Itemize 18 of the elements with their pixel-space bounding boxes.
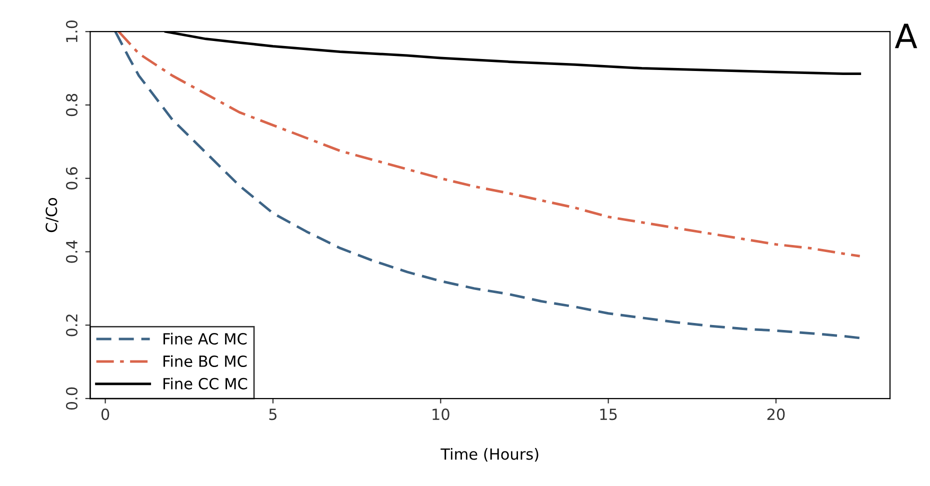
- legend-label: Fine CC MC: [164, 378, 248, 390]
- y-tick-label: 1.0: [66, 20, 78, 42]
- y-axis-title: C/Co: [46, 198, 58, 232]
- legend-label: Fine BC MC: [164, 355, 247, 368]
- line-series: [117, 32, 862, 258]
- legend-label: Fine AC MC: [164, 332, 247, 345]
- x-tick-label: 5: [269, 408, 276, 420]
- y-tick-label: 0.6: [66, 167, 78, 190]
- y-tick-label: 0.2: [66, 314, 78, 336]
- x-tick-label: 20: [767, 408, 785, 420]
- x-tick-label: 10: [432, 408, 450, 420]
- x-axis-title: Time (Hours): [440, 448, 538, 462]
- x-tick-label: 15: [600, 408, 617, 420]
- y-tick-label: 0.4: [66, 240, 78, 263]
- y-tick-label: 0.8: [66, 94, 78, 116]
- text: A: [894, 24, 918, 48]
- x-tick-label: 0: [101, 408, 110, 420]
- y-tick-label: 0.0: [66, 387, 78, 410]
